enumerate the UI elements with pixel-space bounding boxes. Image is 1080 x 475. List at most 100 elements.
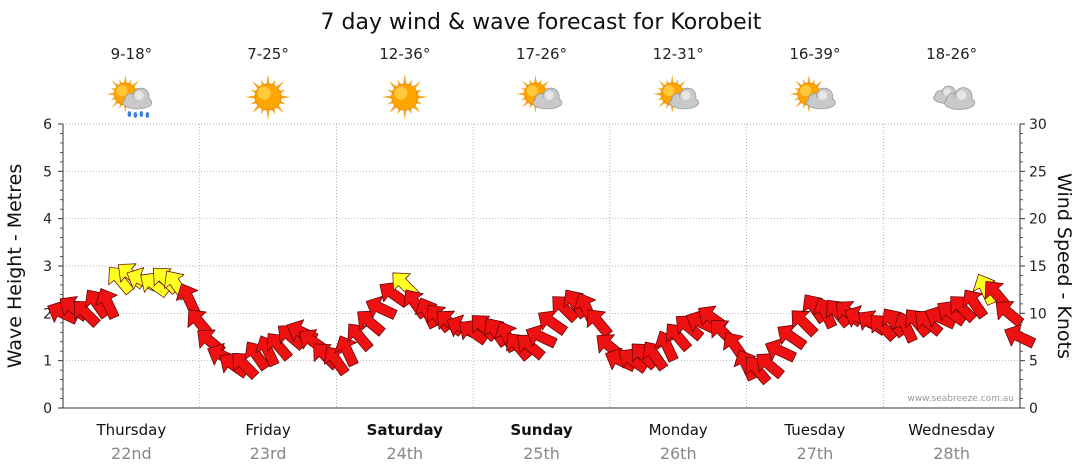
sun-highlight [526, 85, 538, 97]
day-name: Wednesday [908, 421, 995, 439]
day-date: 25th [523, 444, 560, 463]
day-name: Monday [649, 421, 708, 439]
cloud-highlight [943, 88, 951, 96]
day-label: Tuesday 27th [783, 421, 845, 463]
day-date: 23rd [250, 444, 287, 463]
left-tick-label: 2 [43, 306, 52, 322]
wind-arrow [525, 324, 558, 349]
cloud-fill [945, 97, 974, 109]
left-tick-label: 3 [43, 259, 52, 275]
right-tick-label: 25 [1029, 164, 1047, 180]
day-label: Saturday 24th [367, 421, 444, 463]
wind-arrow [266, 333, 293, 362]
sun-ray [402, 74, 407, 86]
left-tick-label: 5 [43, 164, 52, 180]
day-header: 17-26° [516, 45, 567, 114]
sun-cloud-icon [652, 74, 700, 114]
right-tick-label: 30 [1029, 117, 1047, 133]
day-date: 28th [933, 444, 970, 463]
day-headers: 9-18° 7-25° 12-36° 17-26° 12-31° 16-39° 18-26° [106, 45, 977, 120]
day-label: Friday 23rd [245, 421, 291, 463]
sun-ray [279, 95, 291, 99]
cloud-highlight [544, 90, 554, 100]
sun-ray [382, 95, 394, 99]
day-label: Thursday 22nd [95, 421, 166, 463]
sun-ray [533, 74, 538, 85]
wind-arrow [357, 310, 386, 337]
sun-ray [245, 95, 257, 99]
wind-arrow [765, 338, 797, 363]
wind-arrow [962, 289, 988, 320]
sun-cloud-icon [789, 74, 836, 114]
right-tick-label: 15 [1029, 259, 1047, 275]
day-date: 26th [660, 444, 697, 463]
temp-range: 12-36° [379, 45, 430, 63]
temp-range: 12-31° [653, 45, 704, 63]
day-name: Thursday [95, 421, 166, 439]
right-tick-label: 10 [1029, 306, 1047, 322]
cloud-highlight [134, 90, 144, 100]
wind-arrow [777, 324, 808, 351]
left-tick-label: 4 [43, 212, 52, 228]
wind-arrow [95, 288, 120, 320]
wind-arrow [791, 310, 819, 338]
day-label: Monday 26th [649, 421, 708, 463]
sun-highlight [257, 86, 271, 100]
temp-range: 18-26° [926, 45, 977, 63]
left-tick-label: 6 [43, 117, 52, 133]
gridlines [63, 123, 1020, 408]
sun-ray [266, 74, 270, 86]
wind-arrow [73, 300, 101, 328]
sun-highlight [394, 86, 408, 100]
sun-ray [416, 95, 428, 99]
right-axis-label: Wind Speed - Knots [1053, 173, 1075, 359]
wind-arrow [323, 346, 350, 377]
day-name: Saturday [367, 421, 444, 439]
day-header: 18-26° [926, 45, 977, 110]
wind-arrow [745, 356, 772, 386]
day-labels: Thursday 22nd Friday 23rd Saturday 24th Sunday… [95, 421, 995, 463]
rain-drop [133, 112, 138, 118]
watermark: www.seabreeze.com.au [907, 394, 1014, 404]
day-date: 22nd [111, 444, 152, 463]
left-tick-label: 1 [43, 354, 52, 370]
right-tick-label: 0 [1029, 401, 1038, 417]
sun-ray [807, 74, 811, 85]
sun-ray [106, 92, 116, 96]
day-header: 16-39° [789, 45, 840, 114]
sun-ray [516, 92, 526, 96]
temp-range: 9-18° [111, 45, 153, 63]
sun-ray [402, 108, 407, 120]
wind-arrow [666, 323, 693, 353]
sun-highlight [800, 85, 812, 97]
cloud-fill [670, 97, 698, 108]
cloud-fill [534, 97, 561, 108]
cloud-fill [807, 97, 835, 108]
day-name: Friday [245, 421, 291, 439]
cloud-icon [933, 85, 976, 110]
sun-ray [123, 74, 127, 85]
sun-icon [382, 74, 428, 120]
temp-range: 7-25° [247, 45, 289, 63]
wind-arrow [538, 310, 568, 336]
rain-drop [127, 111, 132, 117]
wind-arrow [642, 341, 669, 372]
sun-ray [266, 108, 270, 120]
wind-arrow [1004, 324, 1037, 349]
sun-highlight [663, 85, 675, 97]
temp-range: 16-39° [789, 45, 840, 63]
left-tick-label: 0 [43, 401, 52, 417]
day-name: Sunday [510, 421, 573, 439]
right-tick-label: 20 [1029, 212, 1047, 228]
wind-arrow [365, 295, 398, 320]
wind-arrow [232, 353, 260, 380]
day-label: Wednesday 28th [908, 421, 995, 463]
wind-arrow [175, 283, 201, 316]
wind-arrows [47, 263, 1037, 386]
day-date: 24th [386, 444, 423, 463]
cloud-highlight [681, 90, 691, 100]
day-header: 7-25° [245, 45, 291, 120]
sun-ray [670, 74, 674, 85]
temp-range: 17-26° [516, 45, 567, 63]
